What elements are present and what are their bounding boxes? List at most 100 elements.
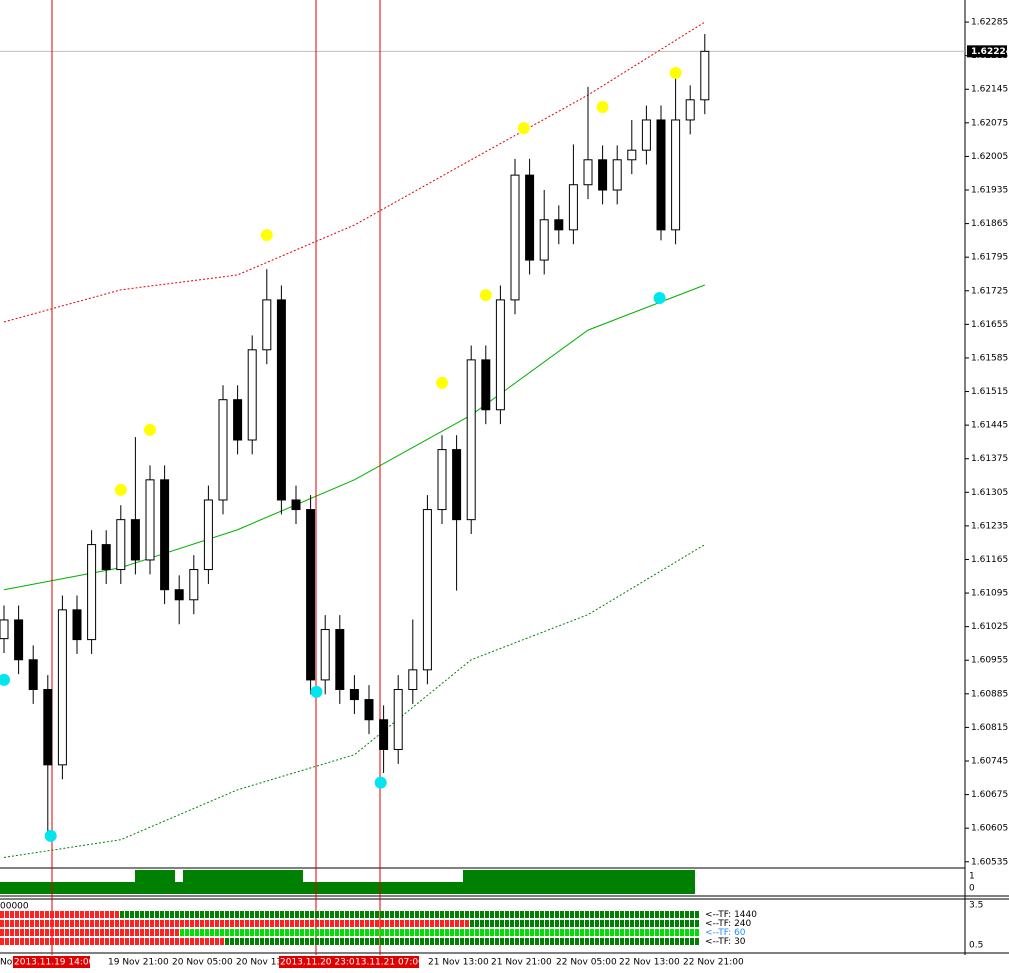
tf-cell <box>620 911 624 918</box>
tf-cell <box>265 938 269 945</box>
tf-cell <box>310 929 314 936</box>
tf-cell <box>290 929 294 936</box>
tf-cell <box>355 920 359 927</box>
tf-cell <box>110 938 114 945</box>
tf-cell <box>65 938 69 945</box>
tf-cell <box>25 920 29 927</box>
tf-cell <box>645 911 649 918</box>
tf-cell <box>25 929 29 936</box>
tf-cell <box>60 911 64 918</box>
tf-cell <box>560 920 564 927</box>
tf-cell <box>280 929 284 936</box>
tf-cell <box>475 920 479 927</box>
tf-cell <box>610 929 614 936</box>
tf-cell <box>225 920 229 927</box>
tf-cell <box>610 938 614 945</box>
tf-cell <box>35 920 39 927</box>
tf-cell <box>195 929 199 936</box>
tf-cell <box>640 938 644 945</box>
tf-cell <box>340 920 344 927</box>
tf-cell <box>15 938 19 945</box>
tf-cell <box>605 929 609 936</box>
tf-cell <box>495 920 499 927</box>
candle-body <box>28 659 38 691</box>
tf-cell <box>145 911 149 918</box>
tf-cell <box>650 929 654 936</box>
signal-dot <box>436 376 448 389</box>
tf-cell <box>110 929 114 936</box>
tf-cell <box>575 920 579 927</box>
tf-cell <box>95 920 99 927</box>
tf-cell <box>360 920 364 927</box>
tf-cell <box>85 911 89 918</box>
tf-cell <box>590 911 594 918</box>
tf-cell <box>445 938 449 945</box>
tf-cell <box>190 911 194 918</box>
tf-cell <box>425 938 429 945</box>
tf-cell <box>40 929 44 936</box>
tf-cell <box>230 938 234 945</box>
tf-cell <box>80 938 84 945</box>
tf-cell <box>505 938 509 945</box>
tf-cell <box>85 929 89 936</box>
x-label-highlight <box>354 956 419 968</box>
tf-cell <box>480 929 484 936</box>
candle-body <box>379 719 389 750</box>
tf-cell <box>560 911 564 918</box>
tf-cell <box>645 938 649 945</box>
tf-cell <box>95 911 99 918</box>
tf-cell <box>210 920 214 927</box>
tf-cell <box>235 938 239 945</box>
tf-cell <box>40 938 44 945</box>
tf-cell <box>165 911 169 918</box>
tf-cell <box>600 929 604 936</box>
tf-cell <box>235 929 239 936</box>
tf-cell <box>220 911 224 918</box>
tf-cell <box>415 920 419 927</box>
tf-cell <box>560 938 564 945</box>
tf-cell <box>150 920 154 927</box>
tf-cell <box>495 929 499 936</box>
tf-cell <box>420 920 424 927</box>
x-tick-label: 22 Nov 13:00 <box>619 958 680 968</box>
candle-body <box>116 519 126 571</box>
tf-cell <box>675 929 679 936</box>
tf-cell <box>520 938 524 945</box>
tf-cell <box>425 911 429 918</box>
y-tick-label: 1.61165 <box>971 555 1008 565</box>
y-tick-label: 1.60605 <box>971 824 1008 834</box>
tf-cell <box>430 911 434 918</box>
candle-body <box>160 479 170 591</box>
tf-cell <box>185 929 189 936</box>
tf-cell <box>285 929 289 936</box>
tf-cell <box>645 920 649 927</box>
tf-cell <box>690 938 694 945</box>
tf-cell <box>460 920 464 927</box>
tf-cell <box>390 920 394 927</box>
tf-cell <box>255 911 259 918</box>
tf-cell <box>5 911 9 918</box>
candle-body <box>349 689 359 701</box>
tf-cell <box>480 938 484 945</box>
tf-cell <box>525 911 529 918</box>
tf-cell <box>125 938 129 945</box>
tf-cell <box>100 929 104 936</box>
tf-cell <box>55 929 59 936</box>
candle-body <box>437 449 447 511</box>
tf-cell <box>260 911 264 918</box>
tf-cell <box>660 929 664 936</box>
tf-cell <box>120 938 124 945</box>
tf-cell <box>640 911 644 918</box>
tf-cell <box>70 911 74 918</box>
tf-cell <box>320 911 324 918</box>
candle-body <box>14 619 24 661</box>
tf-cell <box>375 929 379 936</box>
tf-cell <box>400 938 404 945</box>
x-tick-label: 13.11.21 07:00 <box>355 958 424 968</box>
tf-cell <box>0 911 4 918</box>
tf-cell <box>575 938 579 945</box>
tf-cell <box>210 938 214 945</box>
candle-body <box>130 519 140 561</box>
tf-cell <box>305 911 309 918</box>
tf-cell <box>535 920 539 927</box>
